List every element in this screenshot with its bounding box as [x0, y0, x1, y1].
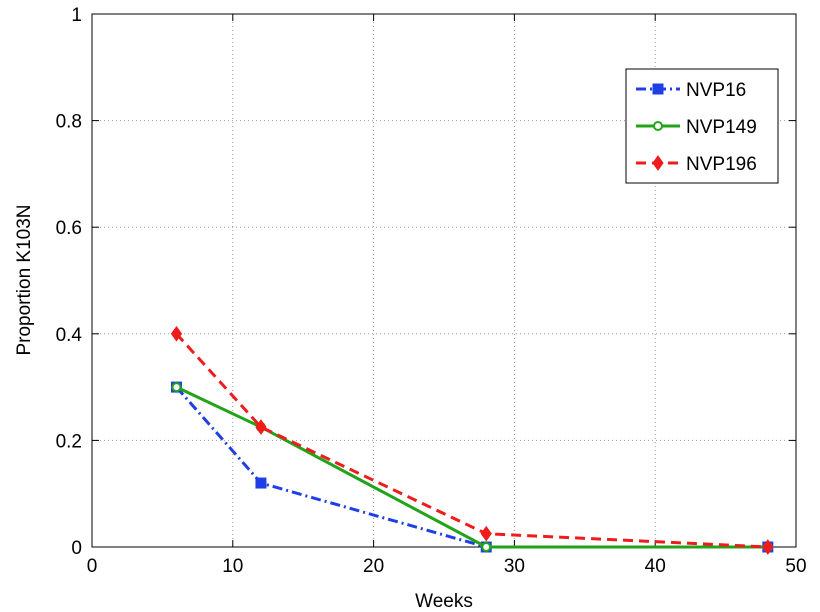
- x-tick-label: 0: [87, 556, 98, 577]
- legend: NVP16 NVP149 NVP196: [625, 68, 779, 184]
- axes-frame: [91, 13, 797, 548]
- y-tick-label: 0: [71, 538, 82, 559]
- y-axis-label: Proportion K103N: [14, 204, 35, 355]
- legend-label-nvp196: NVP196: [686, 154, 757, 175]
- legend-marker-nvp196: [652, 155, 664, 171]
- x-tick-label: 30: [504, 556, 525, 577]
- y-tick-label: 0.4: [56, 325, 83, 346]
- data-point-nvp16: [255, 477, 267, 489]
- series-nvp196: [170, 325, 774, 555]
- data-point-nvp196: [762, 539, 774, 555]
- data-point-nvp196: [480, 525, 492, 542]
- y-tick-label: 0.8: [56, 112, 82, 133]
- data-point-nvp196: [255, 419, 267, 435]
- data-point-nvp149: [171, 382, 182, 393]
- x-tick-label: 20: [363, 556, 384, 577]
- x-tick-label: 10: [222, 556, 243, 577]
- legend-marker-nvp149: [653, 121, 663, 131]
- legend-label-nvp16: NVP16: [686, 80, 746, 101]
- y-tick-label: 0.6: [56, 218, 82, 239]
- x-tick-label: 40: [645, 556, 666, 577]
- axes: 0 10 20 30 40 50 0 0.2 0.4 0.6 0.8 1: [56, 5, 807, 577]
- x-tick-label: 50: [785, 556, 806, 577]
- legend-marker-nvp16: [652, 83, 664, 95]
- series-layer: [170, 325, 774, 555]
- y-tick-label: 0.2: [56, 431, 82, 452]
- data-point-nvp149: [481, 542, 492, 552]
- y-tick-label: 1: [71, 5, 82, 26]
- series-line-nvp149: [175, 385, 768, 549]
- x-axis-label: Weeks: [415, 591, 473, 612]
- data-point-nvp196: [170, 325, 183, 342]
- legend-label-nvp149: NVP149: [686, 117, 757, 138]
- series-line-nvp196: [175, 332, 768, 549]
